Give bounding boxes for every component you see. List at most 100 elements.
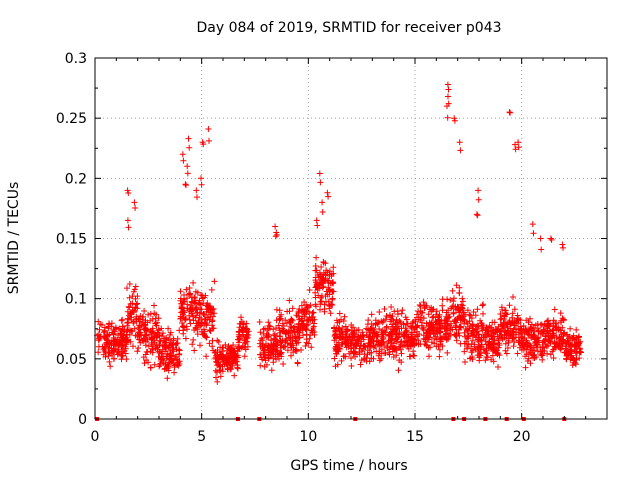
data-point	[203, 334, 210, 341]
data-point-peak	[194, 194, 200, 201]
data-point	[301, 299, 308, 305]
data-point	[402, 329, 409, 336]
data-point	[290, 344, 297, 351]
data-point	[118, 342, 125, 349]
data-point	[227, 353, 234, 360]
data-point	[494, 351, 501, 358]
data-point	[119, 349, 126, 356]
data-point-peak	[313, 217, 320, 224]
axis-ticks: 0 0.05 0.1 0.15 0.2 0.25 0.3 0 5 10 15 20	[56, 51, 607, 445]
data-point	[277, 350, 283, 357]
data-point	[162, 365, 168, 372]
data-point	[128, 317, 135, 323]
data-point	[113, 341, 120, 348]
data-point	[181, 324, 188, 331]
data-point	[198, 292, 204, 298]
data-point	[397, 343, 403, 350]
data-point-peak	[180, 157, 187, 164]
data-point	[570, 359, 577, 366]
data-point	[180, 327, 187, 334]
data-point	[222, 341, 229, 348]
data-point	[330, 288, 337, 295]
data-point-peak	[185, 135, 192, 142]
data-point	[142, 342, 149, 349]
data-point	[259, 356, 266, 363]
data-point	[171, 369, 178, 376]
data-point-peak	[512, 146, 519, 153]
data-point-peak	[547, 235, 554, 242]
data-point	[547, 351, 554, 358]
data-point-peak	[179, 151, 186, 158]
data-point	[182, 335, 189, 342]
data-point	[117, 336, 124, 343]
data-point-peak	[272, 223, 279, 230]
data-point	[424, 329, 431, 336]
data-point-peak	[198, 175, 204, 182]
data-point	[398, 310, 405, 317]
data-point-peak	[131, 199, 138, 206]
data-point	[450, 310, 457, 317]
data-point	[237, 320, 244, 327]
data-point	[535, 334, 542, 341]
data-point	[478, 346, 484, 353]
x-tick-label: 10	[299, 429, 317, 445]
data-point	[352, 353, 358, 360]
data-point	[334, 361, 341, 368]
data-point	[357, 361, 364, 368]
data-point	[360, 346, 366, 353]
data-point	[479, 302, 486, 309]
data-point	[368, 349, 375, 356]
data-point	[220, 352, 227, 358]
data-point	[187, 320, 194, 327]
data-point	[337, 346, 344, 352]
data-point	[266, 322, 273, 329]
x-tick-label: 0	[91, 429, 100, 445]
data-point	[396, 357, 403, 364]
data-point	[232, 356, 238, 363]
data-point	[436, 311, 443, 318]
data-point	[564, 332, 570, 339]
data-point	[453, 282, 460, 289]
data-point-peak	[193, 187, 200, 194]
data-point	[277, 344, 284, 351]
data-point	[184, 305, 191, 312]
data-point	[527, 325, 534, 332]
data-point	[420, 326, 427, 333]
data-point	[132, 295, 139, 302]
data-point	[145, 343, 152, 350]
data-point	[437, 329, 443, 336]
data-point	[304, 303, 311, 310]
data-point	[547, 320, 554, 327]
data-point	[132, 283, 139, 290]
data-point	[156, 348, 163, 355]
data-point	[445, 333, 452, 340]
data-point	[557, 319, 564, 326]
data-point	[307, 332, 314, 339]
data-point-peak	[444, 81, 451, 88]
data-point	[375, 341, 381, 348]
data-point	[331, 337, 338, 344]
data-point	[261, 347, 268, 354]
data-point	[495, 364, 501, 370]
data-point	[296, 329, 303, 336]
x-tick-label: 20	[513, 429, 531, 445]
data-point	[356, 349, 363, 356]
data-point	[211, 278, 218, 285]
data-point	[182, 316, 189, 322]
data-point	[244, 343, 251, 350]
data-point	[544, 350, 551, 357]
data-point	[530, 352, 537, 359]
data-point	[423, 303, 430, 309]
data-point	[439, 302, 446, 309]
data-point	[95, 318, 102, 325]
data-point-peak	[317, 179, 324, 186]
data-point	[422, 336, 429, 343]
data-point	[106, 321, 113, 328]
data-point	[124, 336, 131, 343]
data-point	[572, 335, 579, 342]
data-point	[287, 319, 294, 326]
data-point	[433, 336, 440, 343]
data-point	[192, 300, 199, 307]
data-point-peak	[512, 141, 518, 148]
